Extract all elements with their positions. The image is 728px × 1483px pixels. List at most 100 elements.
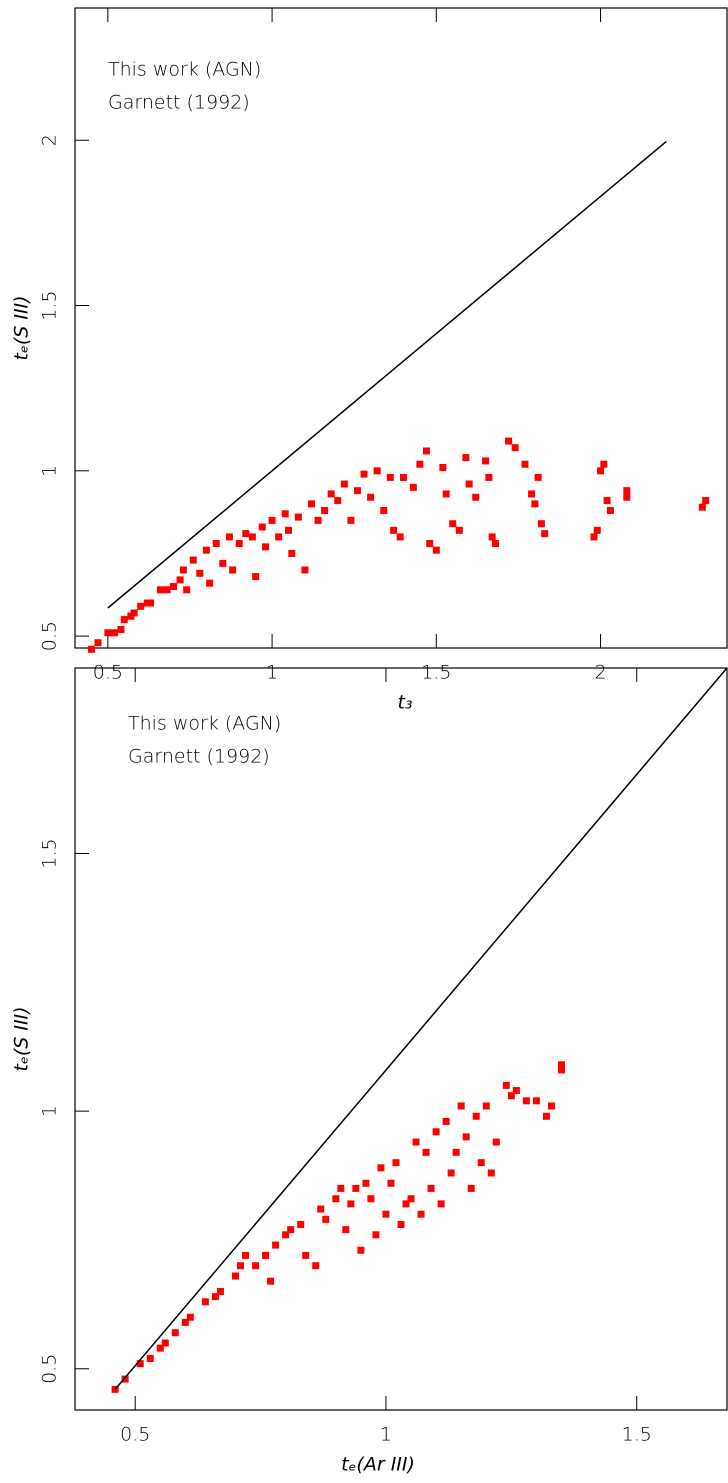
data-point	[258, 523, 266, 531]
data-point	[623, 493, 631, 501]
data-point	[212, 540, 220, 548]
x-tick-label: 0.5	[93, 662, 123, 684]
data-point	[337, 1184, 345, 1192]
data-point	[698, 503, 706, 511]
data-point	[179, 566, 187, 574]
data-point	[417, 1210, 425, 1218]
data-point	[392, 1159, 400, 1167]
data-point	[352, 1184, 360, 1192]
data-point	[130, 609, 138, 617]
data-point	[347, 516, 355, 524]
data-point	[287, 1226, 295, 1234]
data-point	[422, 447, 430, 455]
plot-frame	[74, 667, 728, 1411]
data-point	[449, 520, 457, 528]
data-point	[110, 629, 118, 637]
data-point	[252, 573, 260, 581]
y-tick-label: 1	[39, 465, 61, 477]
data-point	[147, 599, 155, 607]
data-point	[94, 639, 102, 647]
data-point	[237, 1262, 245, 1270]
data-point	[275, 533, 283, 541]
legend-label: This work (AGN)	[108, 59, 261, 81]
y-tick-label: 1	[39, 1105, 61, 1117]
data-point	[422, 1148, 430, 1156]
data-point	[332, 1195, 340, 1203]
data-point	[522, 1097, 530, 1105]
data-point	[531, 500, 539, 508]
data-point	[409, 483, 417, 491]
data-point	[322, 1215, 330, 1223]
x-tick-label: 1	[266, 662, 278, 684]
data-point	[511, 444, 519, 452]
data-point	[321, 506, 329, 514]
data-point	[488, 533, 496, 541]
data-point	[528, 490, 536, 498]
data-point	[219, 559, 227, 567]
data-point	[196, 569, 204, 577]
data-point	[367, 1195, 375, 1203]
data-point	[137, 602, 145, 610]
data-point	[377, 1164, 385, 1172]
x-axis-label: t₃	[397, 692, 412, 714]
data-point	[121, 1375, 129, 1383]
data-point	[465, 480, 473, 488]
data-point	[505, 437, 513, 445]
x-tick-label: 1.5	[421, 662, 451, 684]
data-point	[487, 1169, 495, 1177]
legend-label: This work (AGN)	[128, 713, 281, 735]
data-point	[136, 1360, 144, 1368]
data-point	[176, 576, 184, 584]
data-point	[534, 473, 542, 481]
data-point	[606, 506, 614, 514]
y-tick-label: 1.5	[39, 838, 61, 868]
data-point	[235, 540, 243, 548]
data-point	[104, 629, 112, 637]
legend-label: Garnett (1992)	[128, 746, 270, 768]
data-point	[267, 1277, 275, 1285]
data-point	[294, 513, 302, 521]
data-point	[485, 473, 493, 481]
data-point	[455, 526, 463, 534]
data-point	[262, 1251, 270, 1259]
data-point	[372, 1231, 380, 1239]
data-point	[382, 1210, 390, 1218]
data-point	[360, 470, 368, 478]
x-tick-label: 0.5	[120, 1424, 150, 1446]
data-point	[307, 500, 315, 508]
data-point	[491, 540, 499, 548]
data-point	[396, 533, 404, 541]
data-point	[452, 1148, 460, 1156]
data-point	[362, 1179, 370, 1187]
data-point	[482, 1102, 490, 1110]
data-point	[597, 467, 605, 475]
data-point	[386, 473, 394, 481]
data-point	[353, 487, 361, 495]
data-point	[242, 1251, 250, 1259]
data-point	[416, 460, 424, 468]
data-point	[327, 490, 335, 498]
data-point	[342, 1226, 350, 1234]
data-point	[547, 1102, 555, 1110]
y-axis-label: tₑ(S III)	[11, 295, 33, 360]
data-point	[590, 533, 598, 541]
data-point	[317, 1205, 325, 1213]
data-point	[161, 1339, 169, 1347]
data-point	[532, 1097, 540, 1105]
x-tick-label: 1	[380, 1424, 392, 1446]
x-tick-label: 2	[594, 662, 606, 684]
data-point	[297, 1221, 305, 1228]
data-point	[600, 460, 608, 468]
x-tick-label: 1.5	[622, 1424, 652, 1446]
data-point	[541, 530, 549, 538]
data-point	[301, 566, 309, 574]
data-point	[492, 1138, 500, 1146]
data-point	[248, 533, 256, 541]
data-point	[447, 1169, 455, 1177]
data-point	[457, 1102, 465, 1110]
data-point	[467, 1184, 475, 1192]
data-point	[186, 1313, 194, 1321]
data-point	[380, 506, 388, 514]
